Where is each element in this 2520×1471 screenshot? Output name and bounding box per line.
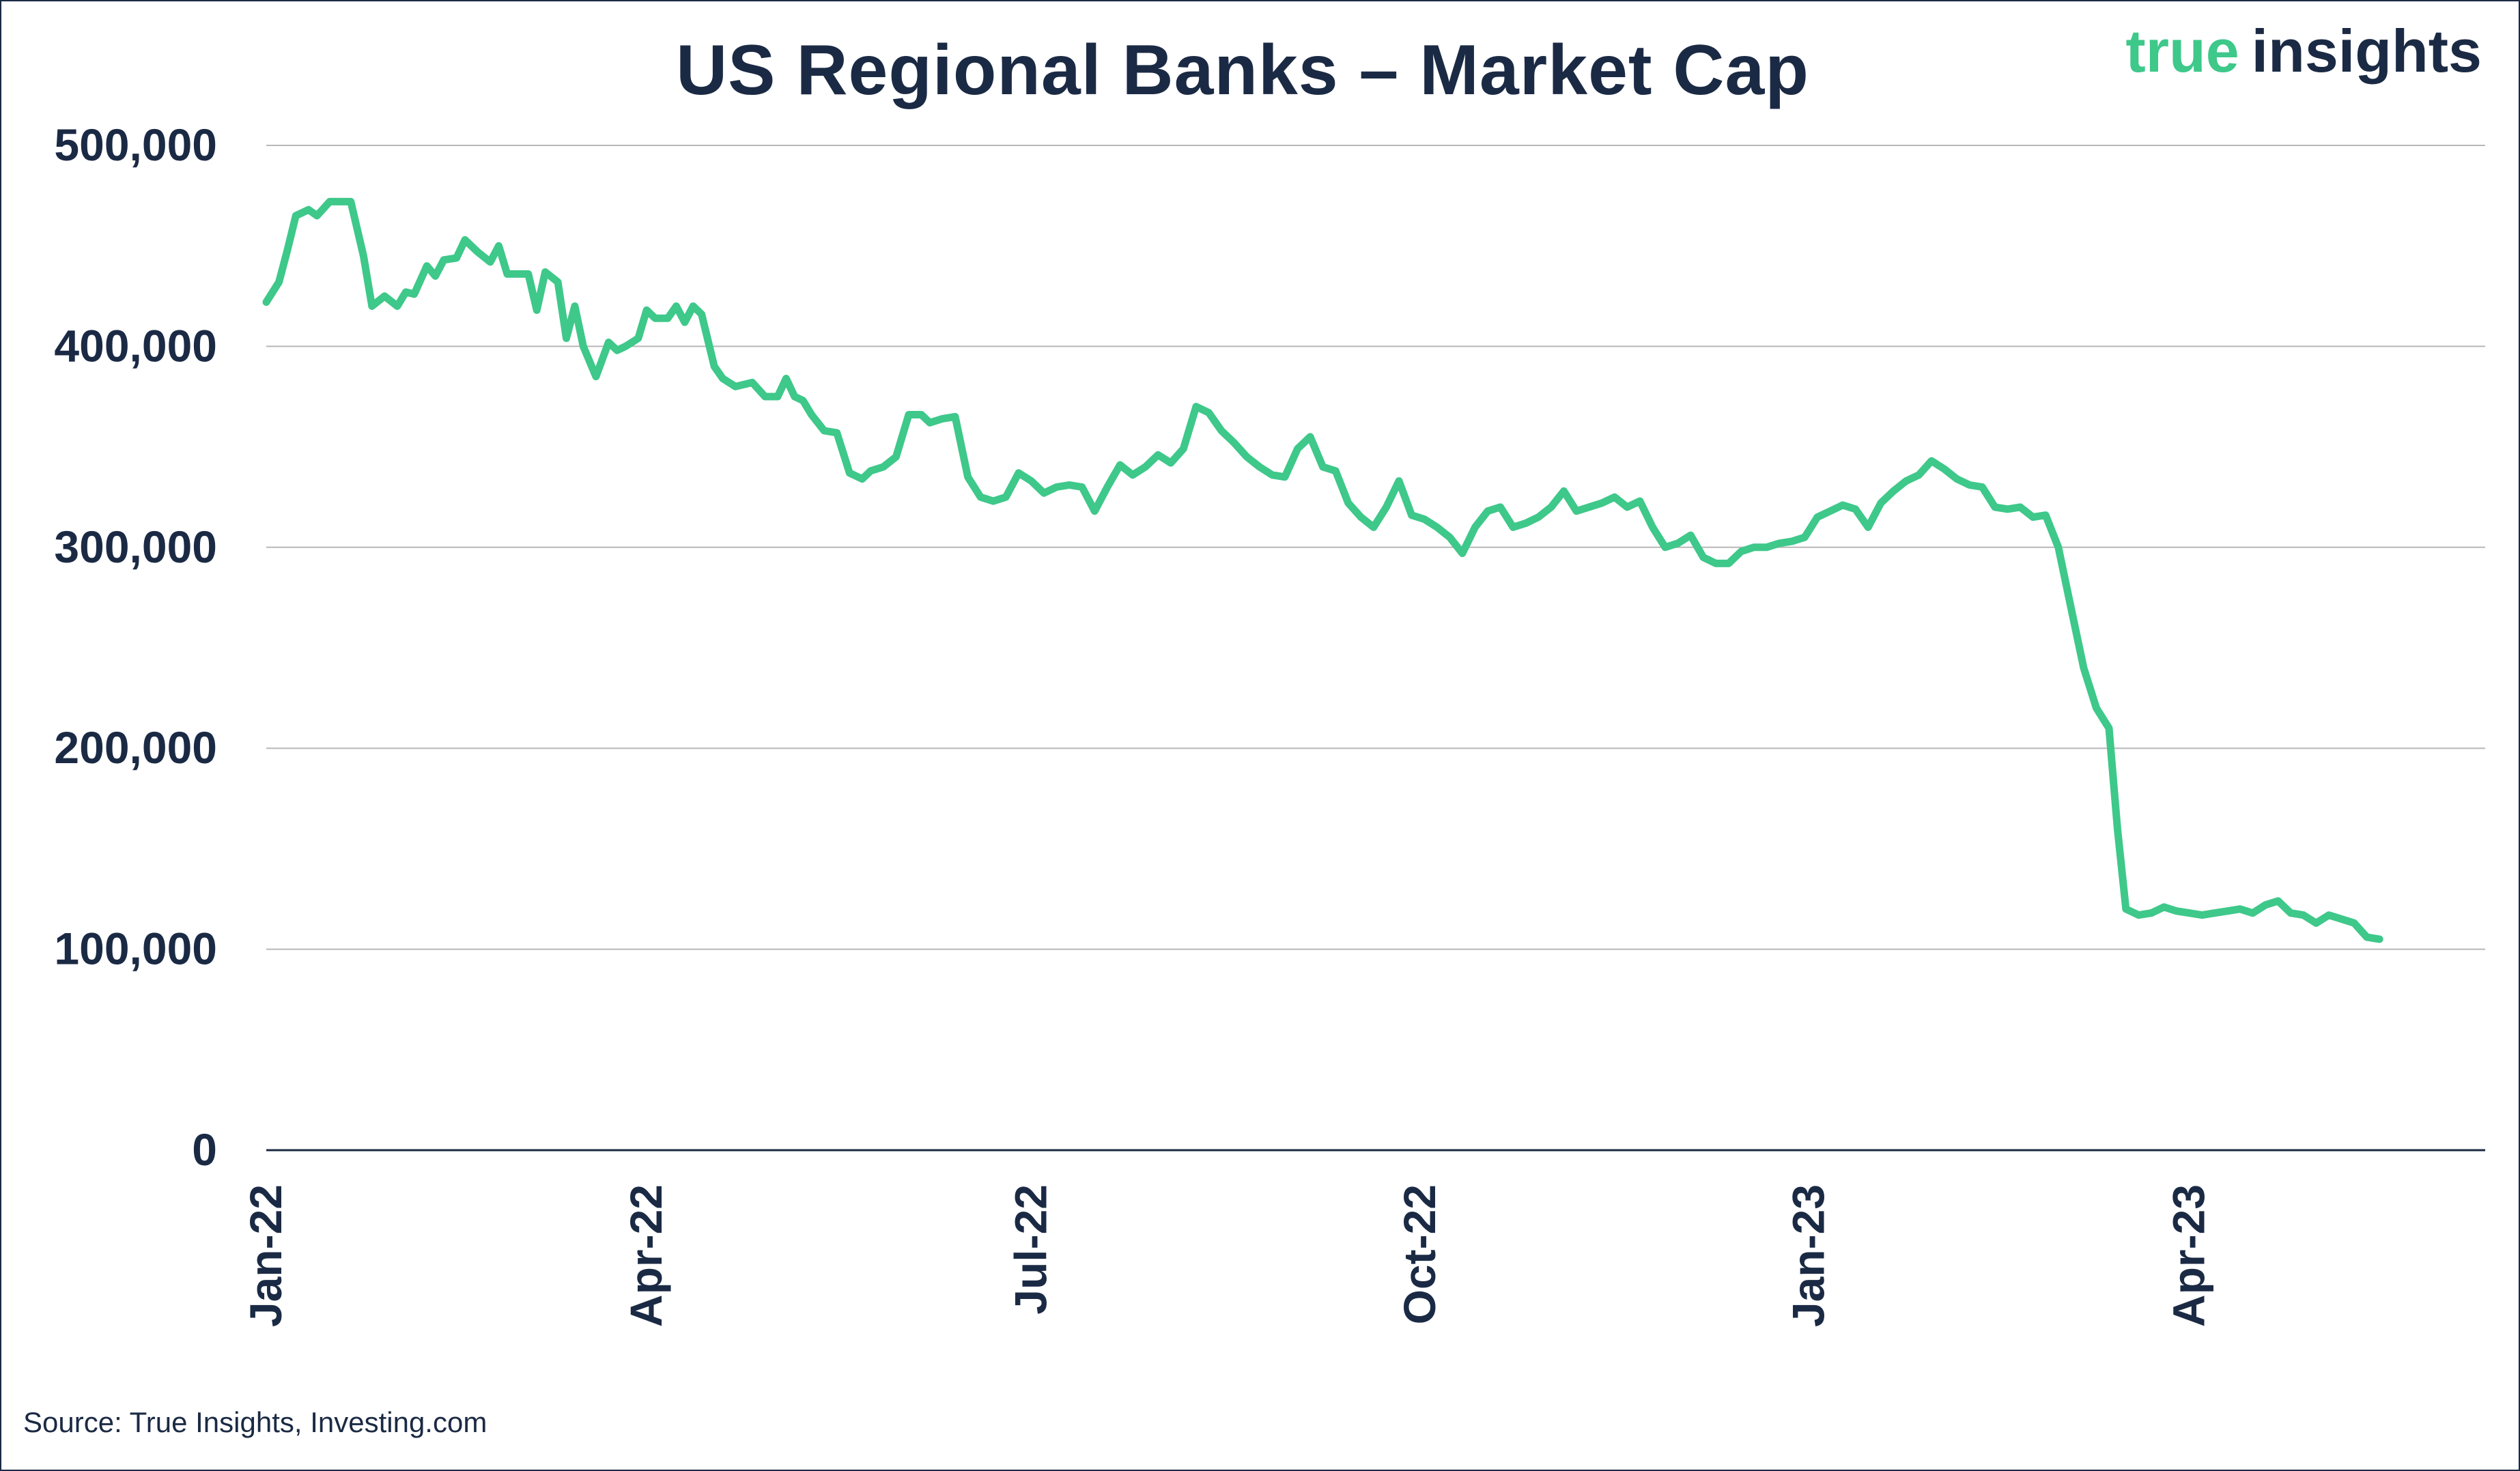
y-tick-label: 100,000 — [54, 924, 217, 974]
y-tick-label: 300,000 — [54, 522, 217, 572]
true-insights-logo: true insights — [2125, 16, 2482, 86]
y-tick-label: 500,000 — [54, 119, 217, 170]
logo-text-insights: insights — [2251, 17, 2482, 85]
series-line — [262, 197, 2383, 943]
y-tick-label: 0 — [192, 1124, 217, 1175]
x-tick-label: Jan-22 — [240, 1184, 291, 1327]
x-tick-label: Oct-22 — [1394, 1184, 1445, 1324]
chart-title: US Regional Banks – Market Cap — [676, 31, 1809, 110]
y-tick-label: 200,000 — [54, 722, 217, 773]
x-tick-label: Apr-22 — [621, 1184, 671, 1327]
y-axis-tick-labels: 0 100,000 200,000 300,000 400,000 500,000 — [54, 119, 217, 1175]
gridlines — [266, 145, 2485, 950]
x-tick-label: Jul-22 — [1005, 1184, 1056, 1315]
x-axis-tick-labels: Jan-22 Apr-22 Jul-22 Oct-22 Jan-23 Apr-23 — [240, 1184, 2214, 1327]
x-tick-label: Apr-23 — [2164, 1184, 2214, 1327]
logo-text-true: true — [2125, 17, 2239, 85]
source-note: Source: True Insights, Investing.com — [23, 1406, 487, 1438]
x-tick-label: Jan-23 — [1783, 1184, 1834, 1327]
y-tick-label: 400,000 — [54, 320, 217, 371]
